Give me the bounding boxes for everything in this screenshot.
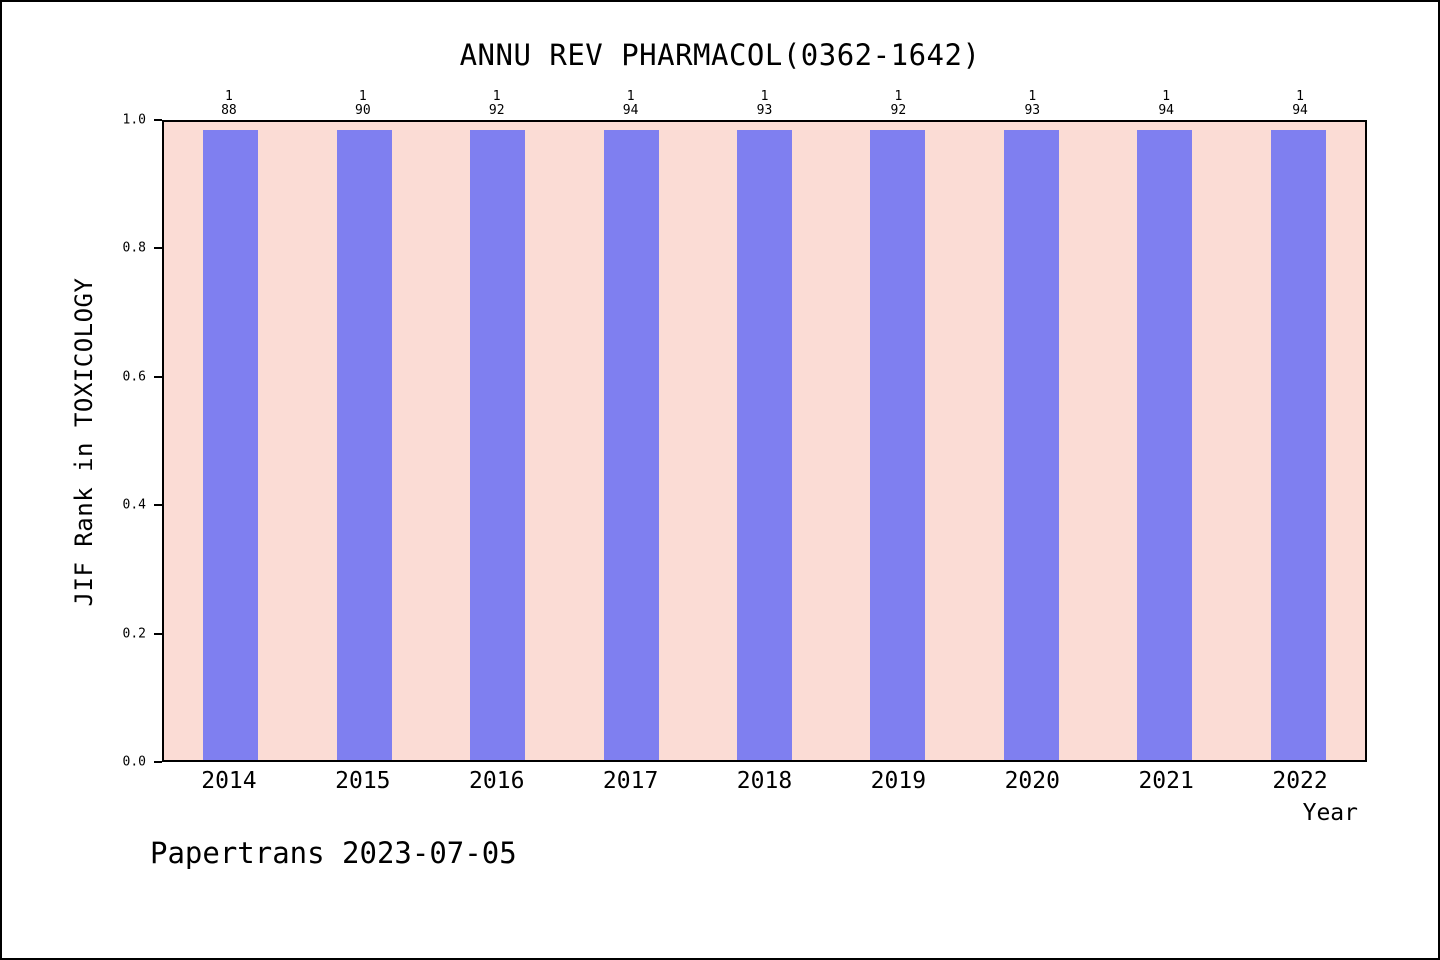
- bar-rank-2021: 1: [1162, 89, 1171, 104]
- bar-2022: [1270, 129, 1326, 760]
- x-tick-label-2015: 2015: [335, 768, 391, 794]
- bar-rank-2014: 1: [225, 89, 233, 104]
- bar-value-label-2015: 1 90: [355, 90, 371, 118]
- x-tick-label-2014: 2014: [201, 768, 257, 794]
- y-tick-label-0.6: 0.6: [122, 369, 146, 385]
- bar-total-2022: 94: [1292, 103, 1308, 118]
- bar-total-2018: 93: [756, 103, 773, 118]
- y-tick-label-0.4: 0.4: [122, 497, 146, 513]
- bar-value-label-2018: 1 93: [757, 90, 773, 118]
- x-tick-label-2018: 2018: [736, 768, 793, 794]
- bar-2020: [1003, 129, 1059, 760]
- x-tick-label-2021: 2021: [1138, 768, 1194, 794]
- y-tick-label-0.0: 0.0: [122, 754, 146, 770]
- bar-rank-2017: 1: [626, 89, 635, 104]
- bar-2019: [870, 129, 926, 760]
- bar-value-label-2019: 1 92: [891, 90, 907, 118]
- bar-value-label-2014: 1 88: [221, 90, 237, 118]
- bar-total-2017: 94: [622, 103, 639, 118]
- y-tick-mark-0.0: [154, 761, 162, 763]
- bar-2018: [737, 129, 792, 760]
- bar-value-label-2022: 1 94: [1292, 90, 1308, 118]
- x-tick-label-2019: 2019: [870, 768, 927, 794]
- bar-rank-2019: 1: [894, 89, 903, 104]
- bar-total-2015: 90: [355, 103, 371, 118]
- bar-value-label-2021: 1 94: [1158, 90, 1174, 118]
- bar-total-2020: 93: [1024, 103, 1041, 118]
- x-axis: 2014 2015 2016 2017 2018 2019 2020 2021 2022: [162, 768, 1367, 802]
- bar-rank-2020: 1: [1028, 89, 1037, 104]
- x-tick-label-2017: 2017: [602, 768, 659, 794]
- bar-value-label-2020: 1 93: [1024, 90, 1040, 118]
- bar-2014: [203, 129, 259, 760]
- bar-rank-2018: 1: [760, 89, 769, 104]
- y-tick-label-1.0: 1.0: [122, 112, 146, 128]
- chart-title: ANNU REV PHARMACOL(0362-1642): [459, 38, 981, 72]
- y-tick-label-0.8: 0.8: [122, 240, 146, 256]
- bar-total-2019: 92: [890, 103, 907, 118]
- plot-area: [162, 120, 1367, 762]
- watermark-text: Papertrans 2023-07-05: [150, 836, 517, 870]
- bar-annotations-layer: 1 88 1 90 1 92 1 94 1 93 1 92 1 93 1 94 1 94: [162, 90, 1367, 120]
- bar-rank-2022: 1: [1296, 89, 1304, 104]
- x-tick-label-2016: 2016: [469, 768, 525, 794]
- bar-2017: [603, 129, 659, 760]
- bar-rank-2015: 1: [358, 89, 367, 104]
- bar-2015: [336, 129, 392, 760]
- bar-2016: [470, 129, 526, 760]
- x-tick-label-2020: 2020: [1004, 768, 1060, 794]
- bar-total-2016: 92: [488, 103, 505, 118]
- y-tick-mark-0.2: [154, 632, 162, 635]
- bar-total-2021: 94: [1158, 103, 1174, 118]
- y-tick-mark-0.8: [154, 247, 162, 250]
- y-tick-label-0.2: 0.2: [122, 626, 146, 642]
- y-tick-mark-1.0: [154, 119, 162, 121]
- y-tick-mark-0.6: [154, 375, 162, 378]
- bar-value-label-2016: 1 92: [489, 90, 505, 118]
- x-axis-title: Year: [1302, 800, 1358, 826]
- x-tick-label-2022: 2022: [1272, 768, 1328, 794]
- bar-2021: [1137, 129, 1193, 760]
- bar-total-2014: 88: [221, 103, 237, 118]
- bar-rank-2016: 1: [492, 89, 501, 104]
- y-axis: 0.0 0.2 0.4 0.6 0.8 1.0: [2, 113, 162, 770]
- y-tick-mark-0.4: [154, 504, 162, 507]
- bar-value-label-2017: 1 94: [623, 90, 639, 118]
